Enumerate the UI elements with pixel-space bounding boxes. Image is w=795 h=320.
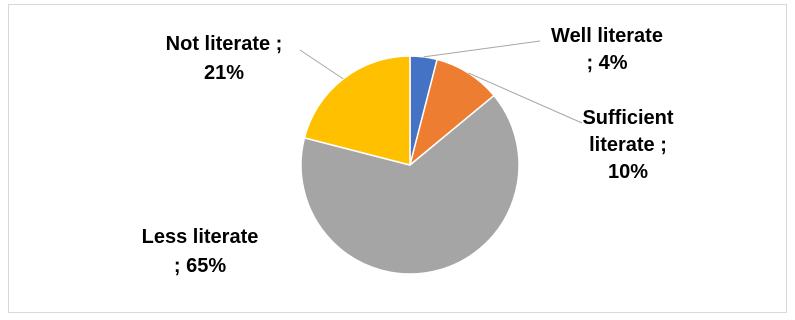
pie-slice-not-literate bbox=[303, 55, 411, 166]
data-label-not-literate: Not literate ; 21% bbox=[166, 33, 283, 84]
data-label-less-literate: Less literate; 65% bbox=[142, 226, 259, 277]
leader-lines bbox=[299, 40, 583, 124]
pie-slices bbox=[300, 55, 520, 275]
leader-line-well-literate bbox=[423, 40, 541, 58]
data-label-sufficient-literate: Sufficient literate ; 10% bbox=[582, 107, 673, 183]
leader-line-sufficient-literate bbox=[468, 72, 583, 124]
leader-line-not-literate bbox=[299, 49, 344, 80]
data-labels: Well literate; 4% Sufficient literate ; 10%… bbox=[142, 25, 674, 277]
data-label-well-literate: Well literate; 4% bbox=[551, 25, 663, 74]
pie-slice-less-literate bbox=[300, 94, 520, 275]
